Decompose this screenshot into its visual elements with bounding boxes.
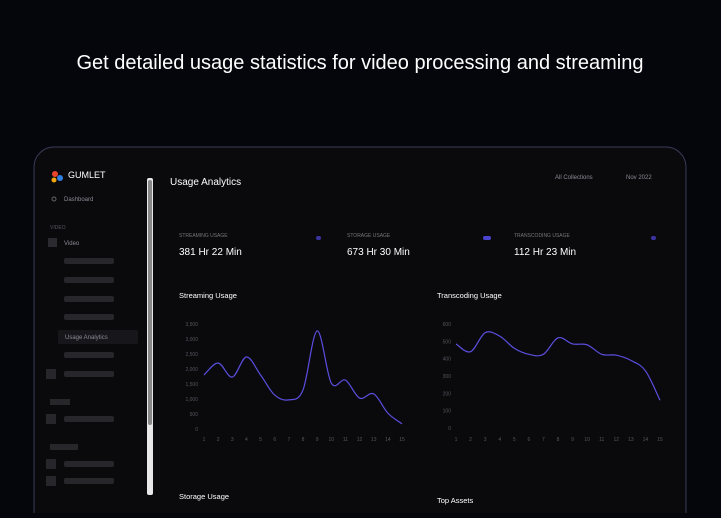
y-tick-label: 3,500 [185,322,198,328]
x-tick-label: 6 [527,437,530,443]
stat-value: 673 Hr 30 Min [347,247,410,258]
y-tick-label: 2,500 [185,352,198,358]
x-tick-label: 9 [571,437,574,443]
stat-icon [651,236,656,240]
x-tick-label: 14 [643,437,649,443]
page-title: Usage Analytics [170,177,241,188]
stat-icon [483,236,491,240]
x-tick-label: 4 [498,437,501,443]
nav-dashboard[interactable]: Dashboard [64,197,93,203]
chart-title: Transcoding Usage [437,291,502,300]
x-tick-label: 8 [557,437,560,443]
x-tick-label: 10 [584,437,590,443]
collections-dropdown[interactable]: All Collections [555,175,593,181]
nav-section: VIDEO [50,225,66,231]
nav-active-bg [58,330,138,344]
y-tick-label: 200 [443,391,452,397]
period-dropdown[interactable]: Nov 2022 [626,175,652,181]
icon [51,196,57,202]
y-tick-label: 500 [443,339,452,345]
device-frame [33,146,687,513]
stat-label: STREAMING USAGE [179,233,228,239]
section-title: Storage Usage [179,492,229,501]
nav-usage-analytics[interactable]: Usage Analytics [65,335,108,341]
y-tick-label: 100 [443,409,452,415]
y-tick-label: 2,000 [185,367,198,373]
x-tick-label: 14 [385,437,391,443]
x-tick-label: 1 [203,437,206,443]
x-tick-label: 3 [484,437,487,443]
x-tick-label: 3 [231,437,234,443]
placeholders [46,258,114,486]
y-tick-label: 3,000 [185,337,198,343]
x-tick-label: 13 [628,437,634,443]
x-tick-label: 11 [599,437,604,443]
x-tick-label: 12 [357,437,363,443]
x-tick-label: 12 [614,437,620,443]
section-title: Top Assets [437,496,474,505]
line-series [455,331,661,401]
x-tick-label: 5 [259,437,262,443]
y-tick-label: 0 [448,426,451,432]
stat-label: STORAGE USAGE [347,233,391,239]
icon [48,238,57,247]
stat-icon [316,236,321,240]
x-tick-label: 8 [302,437,305,443]
y-tick-label: 1,500 [185,382,198,388]
x-tick-label: 7 [287,437,290,443]
x-tick-label: 6 [273,437,276,443]
logo [51,171,63,183]
chart-title: Streaming Usage [179,291,237,300]
x-tick-label: 11 [343,437,348,443]
headline: Get detailed usage statistics for video … [77,52,644,74]
y-tick-label: 1,000 [185,397,198,403]
x-tick-label: 10 [329,437,335,443]
x-tick-label: 7 [542,437,545,443]
y-tick-label: 500 [190,412,199,418]
brand: GUMLET [68,170,106,180]
line-series [203,330,403,425]
scroll-thumb[interactable] [148,180,152,425]
y-tick-label: 0 [195,427,198,433]
y-tick-label: 300 [443,374,452,380]
x-tick-label: 1 [455,437,458,443]
stat-label: TRANSCODING USAGE [514,233,571,239]
x-tick-label: 13 [371,437,377,443]
x-tick-label: 2 [217,437,220,443]
y-tick-label: 600 [443,322,452,328]
stat-value: 112 Hr 23 Min [514,247,576,258]
x-tick-label: 15 [657,437,663,443]
x-tick-label: 2 [469,437,472,443]
y-tick-label: 400 [443,357,452,363]
x-tick-label: 4 [245,437,248,443]
x-tick-label: 9 [316,437,319,443]
stat-value: 381 Hr 22 Min [179,247,242,258]
x-tick-label: 15 [399,437,405,443]
x-tick-label: 5 [513,437,516,443]
nav-video[interactable]: Video [64,241,80,247]
